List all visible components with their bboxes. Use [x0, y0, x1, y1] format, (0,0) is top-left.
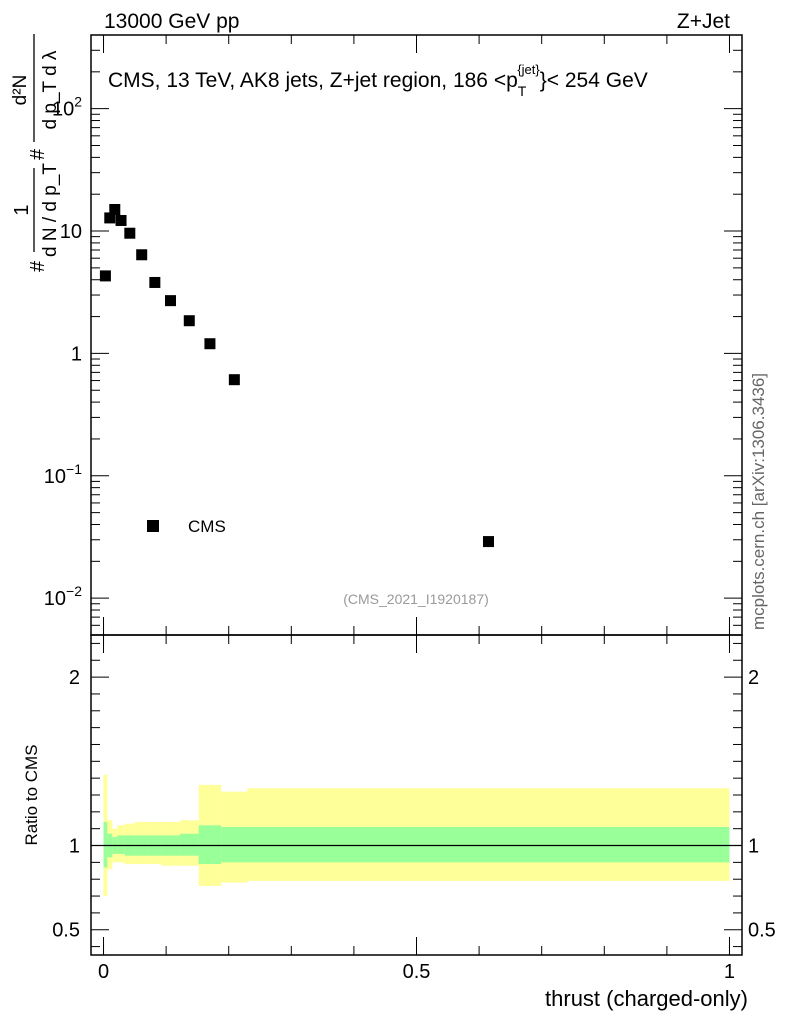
ratio-band-inner — [103, 821, 108, 868]
cms-data-point — [104, 212, 116, 224]
main-frame — [90, 34, 743, 636]
main-y-tick-label: 10−2 — [44, 583, 82, 610]
header-left: 13000 GeV pp — [104, 10, 239, 33]
x-tick-label: 0 — [98, 961, 109, 983]
side-label: mcplots.cern.ch [arXiv:1306.3436] — [749, 373, 768, 630]
main-y-tick-label: 10−1 — [44, 461, 82, 488]
main-data-points — [99, 203, 494, 548]
ratio-band-inner — [179, 833, 199, 856]
x-axis-label: thrust (charged-only) — [545, 986, 748, 1011]
cms-data-point — [183, 315, 195, 327]
main-title: CMS, 13 TeV, AK8 jets, Z+jet region, 186… — [108, 62, 648, 99]
ratio-frame — [90, 634, 743, 956]
cms-data-point — [228, 374, 240, 386]
ratio-ylabel: Ratio to CMS — [22, 744, 41, 845]
ratio-y-tick-label-left: 1 — [69, 836, 80, 858]
ratio-y-tick-label-right: 1 — [748, 836, 759, 858]
main-ylabel: # 1 d N / d p_T # d²N d p_T d λ — [10, 34, 61, 272]
ylabel-denominator: d p_T d λ — [40, 50, 61, 129]
main-y-tick-label: 10 — [60, 221, 82, 243]
cms-data-point — [164, 295, 176, 307]
main-axis-ticks: 10−2 10−1 1 10 102 — [44, 34, 742, 636]
ratio-y-tick-label-right: 2 — [748, 667, 759, 689]
cms-data-point — [204, 338, 216, 350]
cms-data-point — [109, 203, 121, 215]
legend-label: CMS — [188, 517, 226, 536]
cms-data-point — [482, 536, 494, 548]
ratio-y-tick-label-left: 2 — [69, 667, 80, 689]
ratio-band-inner — [221, 827, 248, 863]
watermark: (CMS_2021_I1920187) — [343, 591, 489, 607]
cms-data-point — [124, 227, 136, 239]
svg-text:#: # — [27, 148, 49, 160]
legend-marker — [147, 520, 159, 532]
ratio-bands — [103, 774, 730, 897]
ylabel-prefactor: d N / d p_T — [40, 163, 61, 257]
ylabel-one: 1 — [11, 204, 33, 215]
ratio-panel: 0.5 0.5 1 1 2 2 0 0.5 1 Ratio to CMS thrust (cha… — [22, 634, 776, 1011]
main-y-tick-label: 1 — [71, 343, 82, 365]
ratio-axis-ticks: 0.5 0.5 1 1 2 2 0 0.5 1 — [52, 635, 776, 983]
cms-data-point — [99, 270, 111, 282]
cms-data-point — [136, 249, 148, 261]
main-panel: 10−2 10−1 1 10 102 CMS, 13 TeV, AK8 jets, Z+… — [10, 34, 743, 636]
header-right: Z+Jet — [677, 10, 730, 33]
main-y-tick-label: 102 — [52, 94, 82, 121]
cms-data-point — [149, 276, 161, 288]
ratio-y-tick-label-right: 0.5 — [748, 920, 776, 942]
ratio-band-inner — [247, 827, 730, 863]
ratio-y-tick-label-left: 0.5 — [52, 920, 80, 942]
svg-text:#: # — [27, 260, 49, 272]
ratio-band-inner — [117, 835, 125, 854]
ylabel-numerator: d²N — [10, 75, 31, 106]
cms-data-point — [115, 214, 127, 226]
ratio-band-inner — [198, 825, 222, 865]
x-tick-label: 1 — [724, 961, 735, 983]
x-tick-label: 0.5 — [403, 961, 431, 983]
